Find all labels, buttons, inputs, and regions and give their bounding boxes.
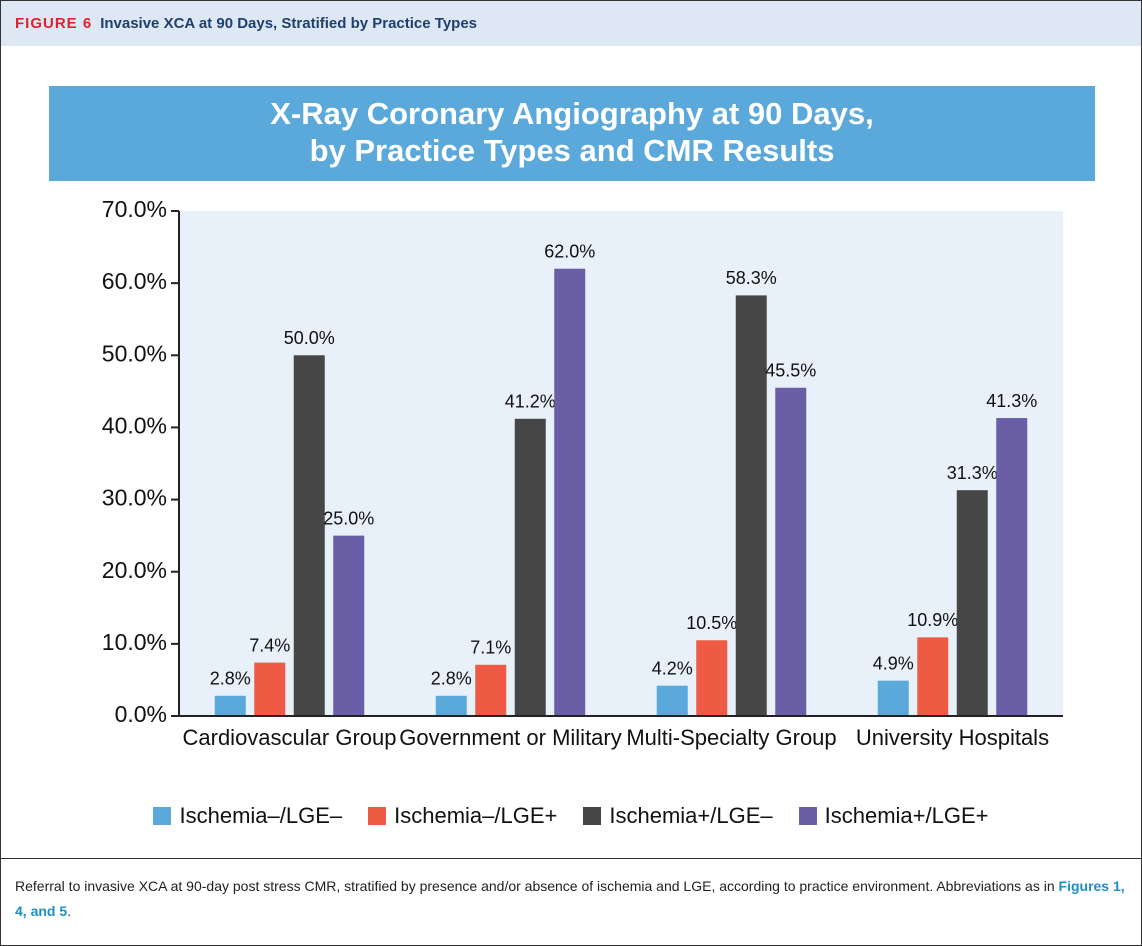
y-tick-label: 0.0% — [115, 701, 167, 727]
value-label: 31.3% — [947, 463, 998, 483]
legend-item: Ischemia–/LGE+ — [368, 803, 557, 829]
legend-label: Ischemia+/LGE+ — [824, 803, 989, 828]
x-tick-label: University Hospitals — [855, 725, 1050, 750]
legend: Ischemia–/LGE– Ischemia–/LGE+ Ischemia+/LG… — [1, 803, 1141, 829]
bar — [775, 387, 807, 716]
value-label: 41.2% — [505, 392, 556, 412]
legend-item: Ischemia+/LGE– — [583, 803, 773, 829]
value-label: 2.8% — [210, 669, 251, 689]
bar — [214, 695, 246, 716]
y-tick-label: 50.0% — [102, 340, 167, 366]
bar — [293, 355, 325, 716]
y-tick-label: 10.0% — [102, 629, 167, 655]
value-label: 7.4% — [249, 635, 290, 655]
legend-swatch — [798, 807, 817, 825]
caption: Referral to invasive XCA at 90-day post … — [15, 874, 1125, 924]
value-label: 4.2% — [652, 658, 693, 678]
value-label: 58.3% — [726, 268, 777, 288]
legend-item: Ischemia–/LGE– — [153, 803, 342, 829]
caption-end: . — [67, 903, 72, 919]
legend-label: Ischemia+/LGE– — [609, 803, 773, 828]
plot-area — [179, 211, 1063, 716]
legend-label: Ischemia–/LGE+ — [394, 803, 558, 828]
bar — [435, 695, 467, 716]
value-label: 41.3% — [986, 391, 1037, 411]
figure-label: FIGURE 6 — [15, 15, 93, 32]
x-tick-label: Multi-Specialty Group — [626, 725, 837, 750]
figure-title: Invasive XCA at 90 Days, Stratified by P… — [100, 15, 478, 32]
bar — [735, 295, 767, 716]
y-tick-label: 40.0% — [102, 413, 167, 439]
y-tick-label: 20.0% — [102, 557, 167, 583]
bar — [554, 268, 586, 716]
chart-subtitle: by Practice Types and CMR Results — [310, 133, 835, 168]
chart: X-Ray Coronary Angiography at 90 Days, b… — [49, 86, 1095, 727]
x-tick-label: Cardiovascular Group — [182, 725, 397, 750]
y-tick-label: 60.0% — [102, 268, 167, 294]
legend-item: Ischemia+/LGE+ — [798, 803, 989, 829]
legend-label: Ischemia–/LGE– — [179, 803, 343, 828]
value-label: 4.9% — [873, 653, 914, 673]
chart-title: X-Ray Coronary Angiography at 90 Days, — [270, 96, 874, 131]
bar — [656, 685, 688, 716]
bar — [333, 535, 365, 716]
value-label: 25.0% — [323, 508, 374, 528]
value-label: 2.8% — [431, 669, 472, 689]
bar — [475, 664, 507, 716]
bar — [996, 418, 1028, 716]
figure-header: FIGURE 6 Invasive XCA at 90 Days, Stratif… — [1, 1, 1141, 46]
bar — [917, 637, 949, 716]
value-label: 45.5% — [765, 361, 816, 381]
title-banner — [49, 86, 1095, 181]
value-label: 10.5% — [686, 613, 737, 633]
value-label: 7.1% — [470, 638, 511, 658]
value-label: 10.9% — [907, 610, 958, 630]
legend-swatch — [153, 807, 172, 825]
separator — [1, 858, 1141, 859]
value-label: 50.0% — [284, 328, 335, 348]
x-tick-label: Government or Military — [399, 725, 622, 750]
value-label: 62.0% — [544, 241, 595, 261]
bar — [514, 418, 546, 716]
caption-link[interactable]: Figures 1, 4, and 5 — [15, 878, 1125, 919]
bar — [956, 490, 988, 716]
y-tick-label: 70.0% — [102, 196, 167, 222]
legend-swatch — [583, 807, 602, 825]
bar — [877, 680, 909, 716]
bar — [696, 640, 728, 716]
y-tick-label: 30.0% — [102, 485, 167, 511]
bar — [254, 662, 286, 716]
caption-text: Referral to invasive XCA at 90-day post … — [15, 878, 1059, 894]
legend-swatch — [368, 807, 387, 825]
